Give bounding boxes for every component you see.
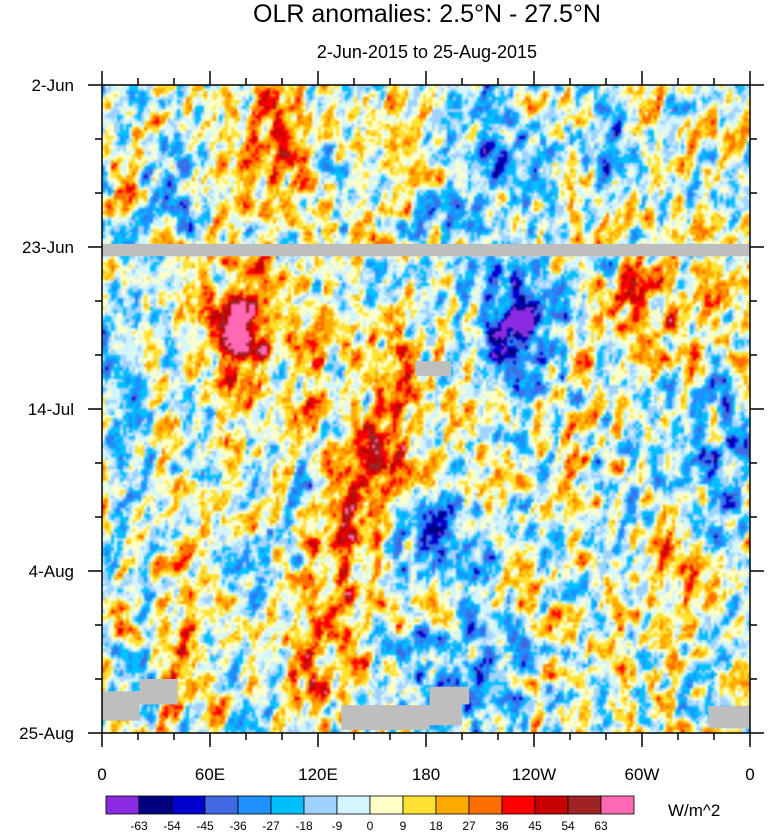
x-tick-label: 60W <box>625 765 660 784</box>
chart-title: OLR anomalies: 2.5°N - 27.5°N <box>253 0 601 28</box>
colorbar-swatch <box>336 795 371 815</box>
colorbar-swatch <box>435 795 470 815</box>
colorbar-swatch <box>204 795 239 815</box>
x-tick-label: 60E <box>195 765 225 784</box>
y-tick-label: 25-Aug <box>19 724 74 743</box>
colorbar-label: 63 <box>594 819 608 833</box>
x-axis: 0 60E 120E 180 120W 60W 0 <box>97 71 755 784</box>
colorbar-label: -9 <box>332 819 343 833</box>
missing-data-patch <box>341 705 430 730</box>
colorbar-swatch <box>303 795 338 815</box>
y-tick-label: 14-Jul <box>28 400 74 419</box>
colorbar-swatch <box>270 795 305 815</box>
olr-anomaly-field <box>102 85 750 733</box>
x-tick-label: 120W <box>512 765 556 784</box>
missing-data-patch <box>462 686 470 705</box>
y-tick-label: 23-Jun <box>22 238 74 257</box>
colorbar-swatch <box>468 795 503 815</box>
colorbar-units: W/m^2 <box>668 801 720 820</box>
missing-data-patch <box>102 691 140 721</box>
plot-area <box>101 84 751 734</box>
colorbar-swatch <box>534 795 569 815</box>
colorbar-swatch <box>600 795 635 815</box>
colorbar: -63 -54 -45 -36 -27 -18 -9 0 9 18 27 36 45 54 63 <box>105 795 635 833</box>
colorbar-label: -45 <box>196 819 214 833</box>
colorbar-label: 18 <box>429 819 443 833</box>
colorbar-label: -63 <box>130 819 148 833</box>
colorbar-swatch <box>402 795 437 815</box>
y-axis: 2-Jun 23-Jun 14-Jul 4-Aug 25-Aug <box>19 76 764 743</box>
missing-data-layer <box>102 243 750 730</box>
y-tick-label: 4-Aug <box>29 562 74 581</box>
colorbar-label: 45 <box>528 819 542 833</box>
colorbar-label: -54 <box>163 819 181 833</box>
colorbar-label: 9 <box>400 819 407 833</box>
colorbar-label: -27 <box>262 819 280 833</box>
colorbar-label: 0 <box>367 819 374 833</box>
colorbar-label: 27 <box>462 819 476 833</box>
colorbar-swatch <box>138 795 173 815</box>
colorbar-label: 54 <box>561 819 575 833</box>
x-tick-label: 120E <box>298 765 338 784</box>
colorbar-swatch <box>171 795 206 815</box>
colorbar-swatch <box>501 795 536 815</box>
x-tick-label: 0 <box>97 765 106 784</box>
colorbar-swatch <box>237 795 272 815</box>
missing-data-patch <box>102 243 750 257</box>
x-tick-label: 180 <box>412 765 440 784</box>
colorbar-swatch <box>567 795 602 815</box>
missing-data-patch <box>139 679 178 705</box>
missing-data-patch <box>429 686 462 726</box>
colorbar-swatch <box>369 795 404 815</box>
x-tick-label: 0 <box>745 765 754 784</box>
colorbar-label: 36 <box>495 819 509 833</box>
missing-data-patch <box>708 706 750 729</box>
colorbar-label: -18 <box>295 819 313 833</box>
missing-data-patch <box>415 361 452 376</box>
y-tick-label: 2-Jun <box>31 76 74 95</box>
colorbar-swatch <box>105 795 140 815</box>
chart-subtitle: 2-Jun-2015 to 25-Aug-2015 <box>317 42 537 62</box>
colorbar-label: -36 <box>229 819 247 833</box>
